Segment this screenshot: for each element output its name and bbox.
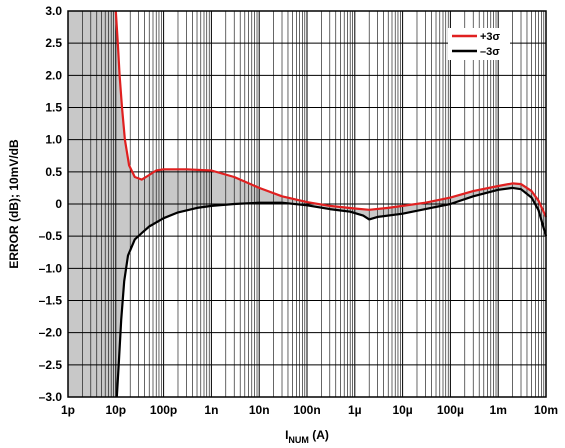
x-tick-label: 10m: [534, 403, 558, 417]
x-axis-title-unit: (A): [309, 428, 329, 442]
x-axis-title: INUM (A): [285, 428, 329, 445]
legend: +3σ –3σ: [448, 28, 510, 60]
y-tick-label: –2.5: [39, 358, 63, 372]
x-tick-label: 10p: [105, 403, 126, 417]
x-tick-labels: 1p 10p 100p 1n 10n 100n 1µ 10µ 100µ 1m 10m: [61, 403, 558, 417]
y-tick-label: 2.0: [45, 68, 62, 82]
y-tick-label: –1.5: [39, 294, 63, 308]
plot-frame: [67, 10, 547, 398]
series-plus-3-sigma-line: [114, 10, 547, 218]
x-tick-label: 1n: [204, 403, 218, 417]
x-tick-label: 100n: [293, 403, 320, 417]
x-tick-label: 100µ: [437, 403, 464, 417]
x-axis-title-main: I: [285, 428, 288, 442]
x-tick-label: 10n: [249, 403, 270, 417]
y-tick-label: –2.0: [39, 326, 63, 340]
y-tick-label: 1.0: [45, 133, 62, 147]
y-tick-label: 0: [55, 197, 62, 211]
y-tick-labels: 3.0 2.5 2.0 1.5 1.0 0.5 0 –0.5 –1.0 –1.5 –2.0 –2.5 –…: [39, 4, 63, 404]
y-tick-label: 2.5: [45, 36, 62, 50]
y-tick-label: –1.0: [39, 261, 63, 275]
series-lines: [114, 10, 548, 398]
x-tick-label: 1µ: [348, 403, 362, 417]
x-tick-label: 100p: [150, 403, 177, 417]
y-tick-label: –3.0: [39, 390, 63, 404]
y-tick-label: 1.5: [45, 101, 62, 115]
x-axis-title-subscript: NUM: [288, 435, 309, 445]
legend-label-plus-3-sigma: +3σ: [480, 31, 501, 43]
x-tick-label: 1p: [61, 403, 75, 417]
major-grid: [67, 10, 547, 398]
y-tick-label: –0.5: [39, 229, 63, 243]
series-minus-3-sigma-line: [115, 186, 548, 398]
legend-box: [448, 28, 510, 60]
y-tick-label: 0.5: [45, 165, 62, 179]
x-tick-label: 1m: [490, 403, 507, 417]
y-tick-label: 3.0: [45, 4, 62, 18]
y-axis-title: ERROR (dB); 10mV/dB: [7, 139, 21, 269]
x-tick-label: 10µ: [392, 403, 412, 417]
legend-label-minus-3-sigma: –3σ: [480, 46, 500, 58]
